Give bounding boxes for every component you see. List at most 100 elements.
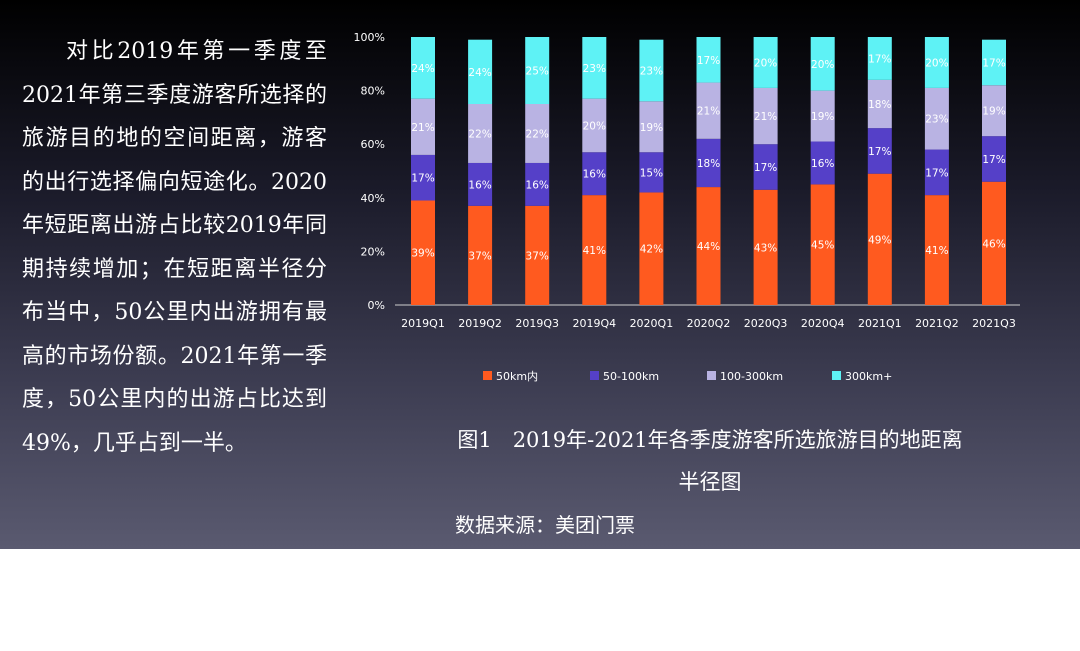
data-label: 21% — [411, 122, 434, 134]
data-label: 20% — [754, 57, 777, 69]
bar-segment — [525, 205, 550, 305]
bar-segment — [753, 144, 778, 190]
bar-segment — [810, 141, 835, 185]
data-label: 20% — [925, 57, 948, 69]
bar-segment — [810, 184, 835, 305]
data-label: 15% — [640, 167, 663, 179]
data-label: 23% — [925, 114, 948, 126]
data-label: 16% — [583, 169, 606, 181]
y-tick-label: 20% — [361, 245, 385, 258]
data-label: 43% — [754, 242, 777, 254]
data-label: 17% — [868, 146, 891, 158]
x-tick-label: 2020Q3 — [744, 317, 788, 330]
bar-segment — [924, 195, 949, 305]
bar-segment — [924, 87, 949, 150]
bar-segment — [639, 101, 664, 153]
data-label: 17% — [697, 55, 720, 67]
bar-segment — [867, 128, 892, 174]
y-tick-label: 40% — [361, 192, 385, 205]
data-label: 19% — [811, 111, 834, 123]
data-label: 23% — [583, 63, 606, 75]
bar-segment — [753, 37, 778, 88]
bar-segment — [753, 87, 778, 145]
bar-segment — [696, 138, 721, 188]
data-label: 24% — [411, 63, 434, 75]
bar-segment — [982, 39, 1006, 86]
data-source: 数据来源：美团门票 — [455, 513, 635, 537]
summary-paragraph: 对比2019年第一季度至2021年第三季度游客所选择的旅游目的地的空间距离，游客… — [22, 39, 327, 456]
bar-segment — [924, 37, 949, 88]
x-tick-label: 2020Q2 — [687, 317, 731, 330]
slide: 对比2019年第一季度至2021年第三季度游客所选择的旅游目的地的空间距离，游客… — [0, 0, 1080, 549]
data-label: 19% — [982, 106, 1005, 118]
x-tick-label: 2021Q2 — [915, 317, 959, 330]
legend-swatch — [707, 371, 716, 380]
bar-segment — [468, 162, 493, 206]
bar-segment — [525, 162, 550, 206]
bar-segment — [411, 200, 435, 305]
bar-segment — [639, 152, 664, 193]
data-label: 25% — [526, 66, 549, 78]
data-label: 42% — [640, 244, 663, 256]
data-label: 21% — [754, 111, 777, 123]
bar-segment — [982, 85, 1006, 137]
x-tick-label: 2021Q1 — [858, 317, 902, 330]
data-label: 17% — [982, 57, 1005, 69]
figure-caption-continued: 半径图 — [678, 470, 742, 494]
bar-segment — [468, 39, 493, 104]
data-label: 18% — [697, 158, 720, 170]
data-label: 18% — [868, 99, 891, 111]
bar-segment — [582, 37, 607, 99]
stacked-bar-chart: 0% 20% 40% 60% 80% 100% 39% 17% 21% 24% 2019Q1 37% 1… — [354, 31, 1020, 383]
bar-segment — [468, 205, 493, 305]
bar-segment — [411, 98, 435, 155]
data-label: 16% — [526, 179, 549, 191]
bar-segment — [468, 104, 493, 163]
data-label: 49% — [868, 234, 891, 246]
figure-caption: 图1 2019年-2021年各季度游客所选旅游目的地距离 — [457, 428, 963, 452]
bar-segment — [982, 136, 1006, 182]
bar-segment — [810, 90, 835, 142]
bar-segment — [525, 37, 550, 104]
x-tick-label: 2019Q2 — [458, 317, 502, 330]
data-label: 44% — [697, 241, 720, 253]
bar-segment — [411, 154, 435, 201]
data-label: 17% — [982, 154, 1005, 166]
data-label: 17% — [411, 173, 434, 185]
x-tick-label: 2019Q1 — [401, 317, 445, 330]
bar-segment — [411, 37, 435, 99]
legend-label: 300km+ — [845, 370, 892, 383]
bar-segment — [639, 192, 664, 305]
bar-segment — [696, 82, 721, 139]
bar-segment — [696, 187, 721, 305]
y-tick-label: 0% — [368, 299, 385, 312]
bar-segment — [867, 173, 892, 305]
x-tick-label: 2019Q3 — [515, 317, 559, 330]
data-label: 16% — [468, 179, 491, 191]
bar-segment — [525, 104, 550, 163]
bar-segment — [867, 37, 892, 80]
bar-segment — [639, 39, 664, 102]
legend-label: 50-100km — [603, 370, 659, 383]
bar-segment — [867, 79, 892, 129]
y-tick-label: 100% — [354, 31, 385, 44]
legend-swatch — [590, 371, 599, 380]
data-label: 41% — [583, 245, 606, 257]
data-label: 23% — [640, 66, 663, 78]
bar-segment — [982, 181, 1006, 305]
bar-segment — [924, 149, 949, 196]
data-label: 46% — [982, 238, 1005, 250]
data-label: 20% — [583, 120, 606, 132]
data-label: 17% — [754, 162, 777, 174]
legend-swatch — [832, 371, 841, 380]
data-label: 37% — [526, 250, 549, 262]
x-tick-label: 2020Q4 — [801, 317, 845, 330]
data-label: 16% — [811, 158, 834, 170]
bar-segment — [582, 98, 607, 153]
data-label: 19% — [640, 122, 663, 134]
bar-segment — [810, 37, 835, 91]
data-label: 17% — [925, 167, 948, 179]
bar-segment — [582, 195, 607, 305]
data-label: 22% — [468, 128, 491, 140]
data-label: 20% — [811, 59, 834, 71]
